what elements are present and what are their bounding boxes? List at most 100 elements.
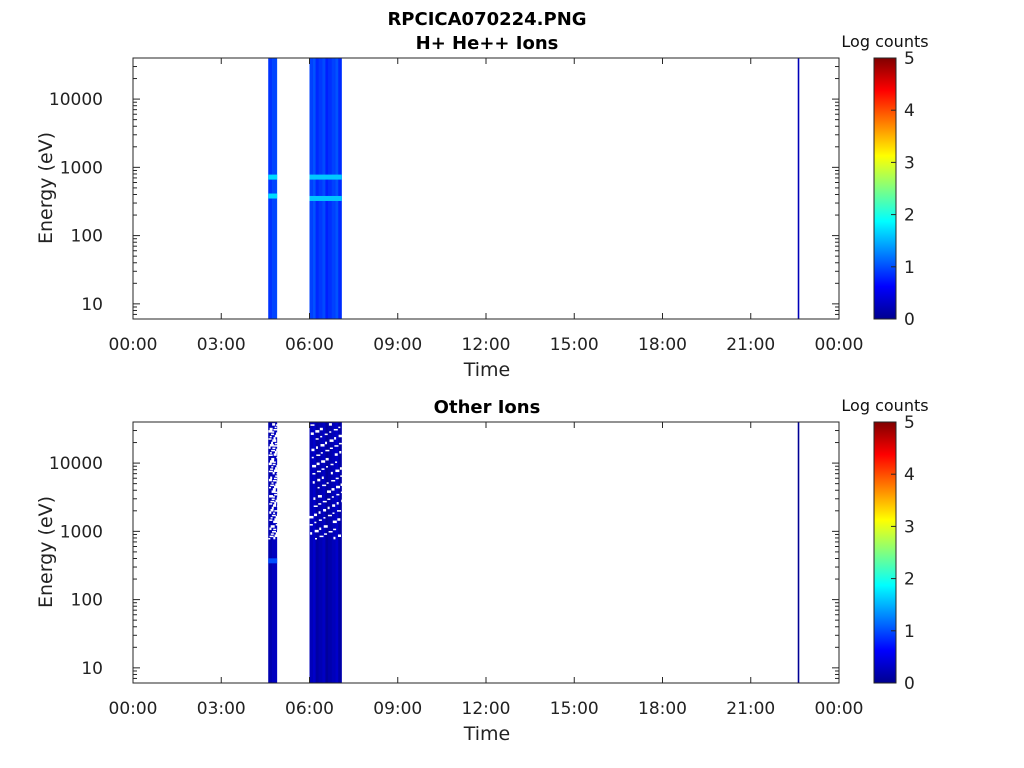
data-gap-speck [272,431,275,433]
data-gap-speck [328,423,332,426]
data-gap-speck [274,534,278,537]
data-gap-speck [275,475,280,477]
data-gap-speck [271,506,274,510]
data-gap-speck [334,453,338,456]
data-gap-speck [273,461,276,463]
data-gap-speck [310,432,314,435]
data-gap-speck [311,448,315,452]
data-gap-speck [270,484,275,487]
data-gap-speck [268,478,272,482]
data-gap-speck [318,519,322,521]
data-gap-speck [273,453,277,456]
data-gap-speck [274,518,278,521]
data-gap-speck [318,511,321,514]
colorbar-tick-label: 1 [904,622,915,642]
figure-title: RPCICA070224.PNG [387,9,586,30]
y-tick-label: 100 [71,227,103,247]
data-gap-speck [323,508,327,512]
colorbar-tick-label: 1 [904,258,915,278]
data-gap-speck [269,444,274,447]
x-axis-label: Time [463,359,511,381]
x-tick-label: 00:00 [815,699,864,719]
emission-line [268,193,278,199]
data-gap-speck [271,449,276,452]
data-gap-speck [275,483,279,486]
data-gap-speck [334,445,339,447]
colorbar-tick-label: 5 [904,49,915,69]
data-gap-speck [273,437,276,440]
data-gap-speck [273,520,278,524]
band-streak [335,422,339,683]
data-gap-speck [268,462,272,466]
x-tick-label: 21:00 [726,699,775,719]
data-gap-speck [309,524,313,526]
data-gap-speck [321,468,325,470]
data-gap-speck [269,435,272,438]
data-gap-speck [273,512,276,514]
colorbar-tick-label: 0 [904,674,915,694]
data-gap-speck [333,428,338,431]
heatmap-area [268,422,800,683]
data-gap-speck [316,470,321,473]
data-gap-speck [331,496,334,498]
data-gap-speck [276,481,279,484]
data-gap-speck [272,479,277,482]
colorbar-tick-label: 2 [904,206,915,226]
data-gap-speck [272,496,275,498]
data-gap-speck [332,504,336,507]
data-gap-speck [320,444,325,447]
data-gap-speck [276,521,279,524]
data-gap-speck [329,431,332,433]
data-gap-speck [325,457,329,461]
y-tick-label: 10000 [49,90,103,110]
data-gap-speck [275,491,278,494]
colorbar-ticks: 0 1 2 3 4 5 [891,49,915,330]
data-gap-speck [314,521,317,524]
colorbar-tick-label: 0 [904,310,915,330]
spectrogram-band [797,58,800,319]
colorbar-label: Log counts [841,32,928,51]
data-gap-speck [329,439,334,442]
spectrogram-band [268,422,282,683]
x-tick-label: 18:00 [638,335,687,355]
band-streak [338,422,342,683]
data-gap-speck [319,427,323,431]
x-tick-label: 03:00 [197,699,246,719]
data-gap-speck [320,452,323,454]
data-gap-speck [268,438,272,440]
data-gap-speck [269,495,274,498]
data-gap-speck [338,426,341,429]
data-gap-speck [270,525,275,528]
spectrogram-band [309,58,342,319]
data-gap-speck [324,533,328,535]
y-tick-label: 1000 [60,522,103,542]
band-streak [325,58,329,319]
data-gap-speck [312,473,316,475]
data-gap-speck [316,454,321,456]
data-gap-speck [269,460,274,463]
data-gap-speck [312,464,317,468]
data-gap-speck [337,518,341,521]
data-gap-speck [275,515,280,519]
data-gap-speck [329,447,333,450]
data-gap-speck [336,493,340,496]
data-gap-speck [332,512,335,514]
data-gap-speck [337,534,341,537]
data-gap-speck [274,426,277,429]
data-gap-speck [274,493,278,496]
data-gap-speck [270,468,274,470]
colorbar: Log counts 0 1 2 3 4 5 [841,396,928,694]
band-streak [319,58,322,319]
data-gap-speck [325,449,330,452]
data-gap-speck [273,528,277,531]
data-gap-speck [335,469,340,473]
x-tick-label: 00:00 [109,335,158,355]
x-tick-label: 21:00 [726,335,775,355]
data-gap-speck [276,513,280,517]
data-gap-speck [340,491,343,494]
data-gap-speck [272,439,277,442]
x-tick-label: 00:00 [109,699,158,719]
y-axis-label: Energy (eV) [35,132,57,244]
spectrogram-band [268,58,278,319]
band-streak [319,422,322,683]
